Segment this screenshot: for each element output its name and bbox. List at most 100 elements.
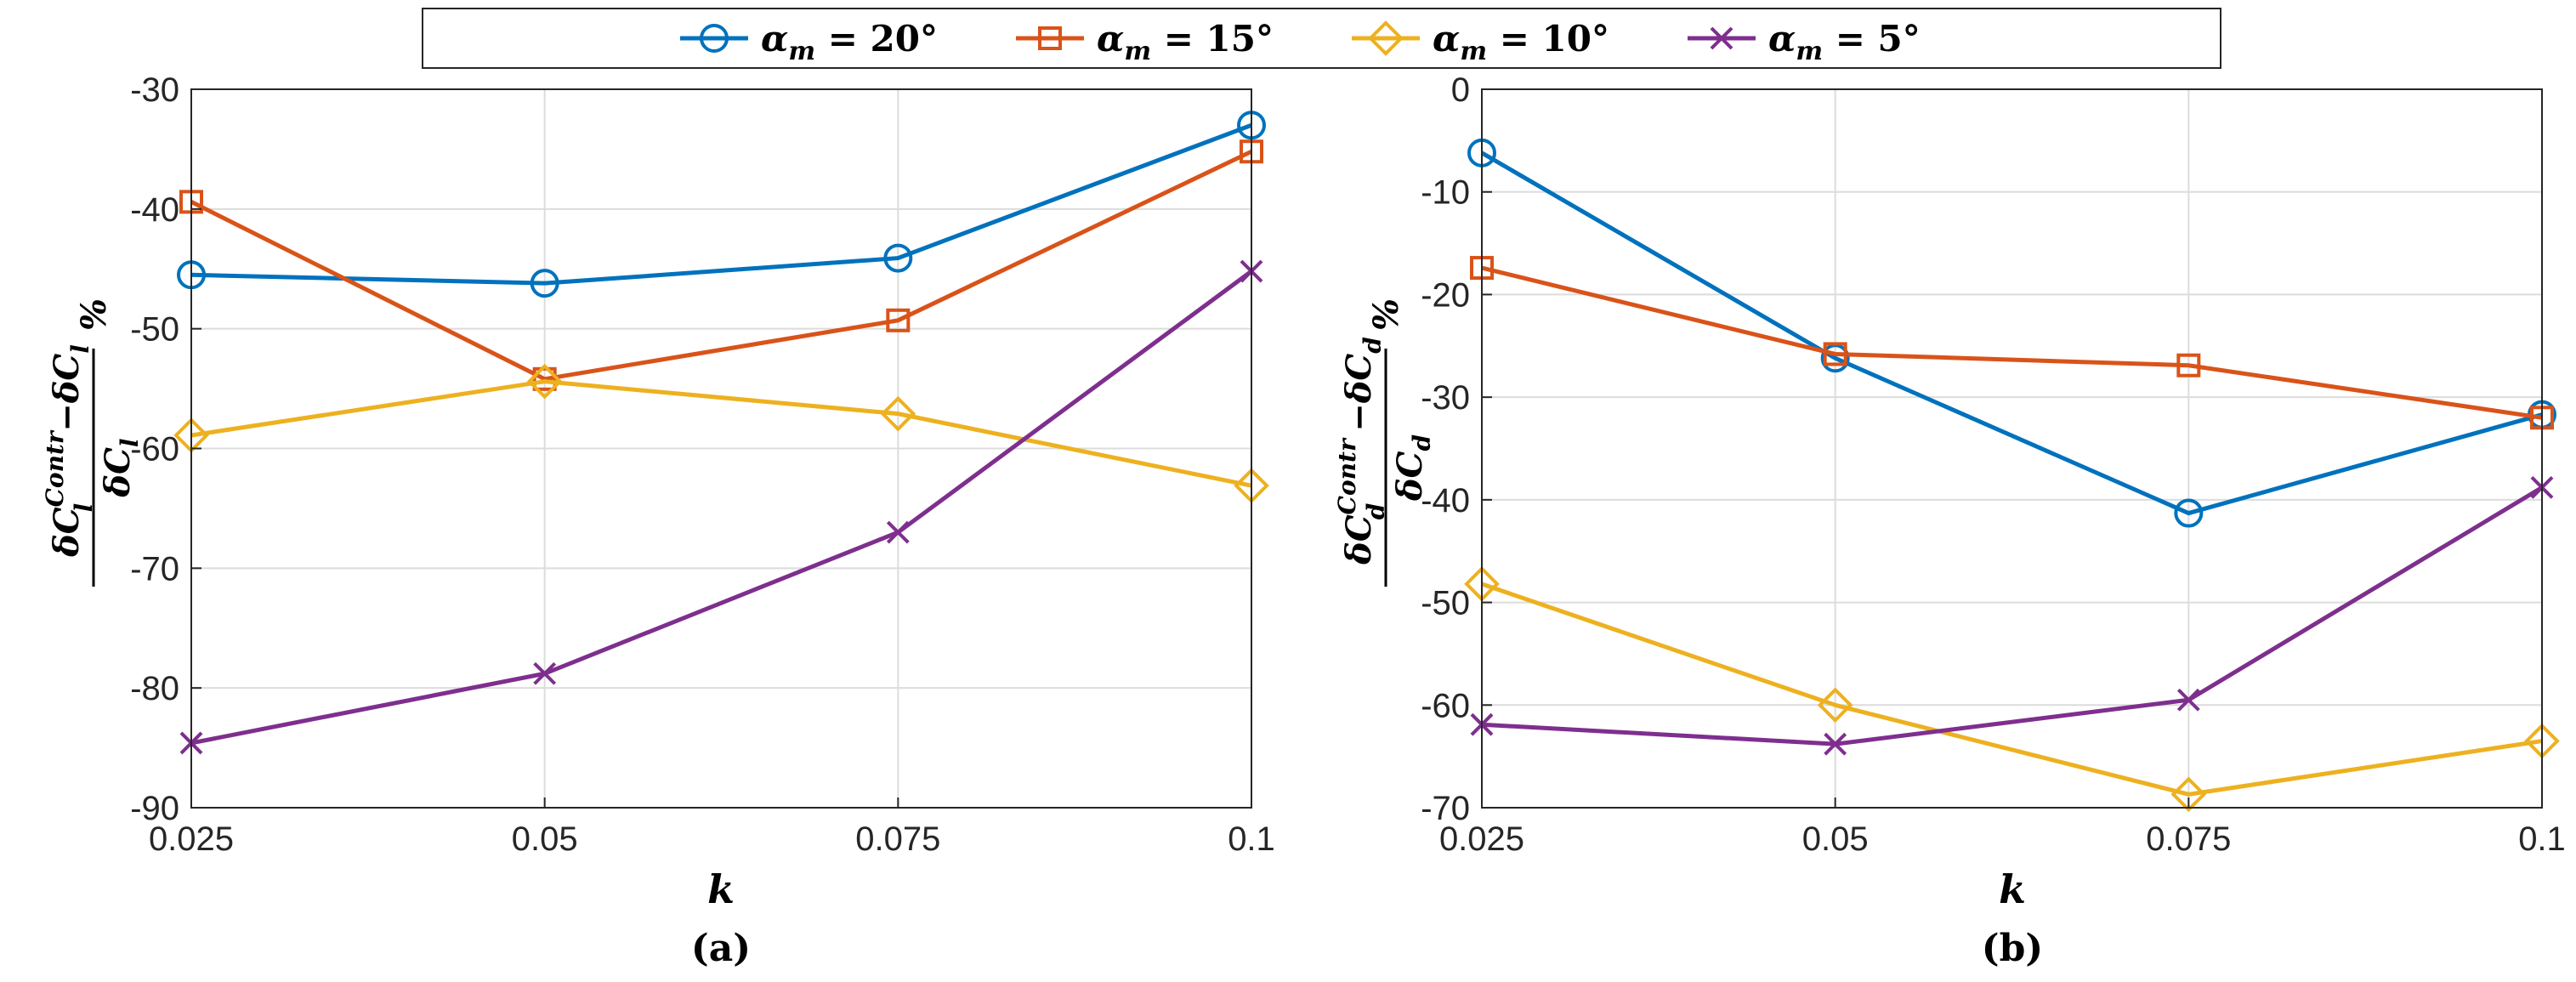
chart-a: -30-40-50-60-70-80-90 0.025 0.05 0.075 0.1 … bbox=[41, 71, 1275, 970]
chart-a-series-line bbox=[190, 270, 1253, 746]
chart-a-xtick-label: 0.075 bbox=[855, 820, 940, 858]
chart-a-ylabel-percent: % bbox=[74, 298, 114, 331]
chart-a-series-line bbox=[190, 149, 1253, 382]
chart-b-xtick-label: 0.1 bbox=[2518, 820, 2566, 858]
chart-b-ylabel-den: δC bbox=[1390, 451, 1430, 502]
legend-marker bbox=[1368, 20, 1404, 56]
chart-b-xtick-label: 0.025 bbox=[1439, 820, 1524, 858]
chart-a-ylabel-num-a-sup: Contr bbox=[41, 429, 69, 507]
chart-b-data-point bbox=[1823, 342, 1847, 366]
legend-label: αm = 20° bbox=[761, 18, 938, 66]
chart-a-xlabel: k bbox=[707, 866, 735, 912]
chart-b-ytick-label: -40 bbox=[1421, 482, 1470, 519]
chart-a-xtick-label: 0.025 bbox=[149, 820, 234, 858]
chart-a-data-point bbox=[886, 520, 910, 544]
chart-b-data-point bbox=[2174, 498, 2204, 528]
chart-b-xlabel: k bbox=[1999, 866, 2026, 912]
chart-b-ylabel-num-b-sub: d bbox=[1359, 337, 1387, 354]
chart-a-y-ticks: -30 -40 -50 -60 -70 -80 -90 bbox=[130, 71, 201, 827]
chart-a-ytick-label: -80 bbox=[130, 670, 179, 707]
chart-b-data-point bbox=[2176, 353, 2201, 377]
chart-b-series-line bbox=[1481, 265, 2543, 420]
chart-b-data-point bbox=[1824, 732, 1847, 756]
chart-b-ytick-label: -50 bbox=[1421, 585, 1470, 622]
legend-entry: αm = 15° bbox=[1016, 18, 1274, 66]
chart-a-data-point bbox=[526, 363, 563, 400]
legend-label-symbol: α bbox=[1433, 18, 1460, 60]
chart-b-data-point bbox=[1817, 687, 1853, 724]
chart-a-ytick-label: -30 bbox=[130, 71, 179, 109]
legend-label: αm = 10° bbox=[1433, 18, 1609, 66]
chart-a-xtick-label: 0.1 bbox=[1228, 820, 1275, 858]
legend-label-symbol: α bbox=[761, 18, 788, 60]
chart-a-xtick-label: 0.05 bbox=[512, 820, 578, 858]
chart-b-ytick-label: 0 bbox=[1451, 71, 1470, 109]
chart-b-ylabel-num-a: δC bbox=[1339, 514, 1379, 565]
chart-a-data-point bbox=[886, 308, 911, 332]
chart-a-series-line bbox=[190, 379, 1252, 488]
chart-a-ytick-label: -90 bbox=[130, 790, 179, 827]
chart-a-series bbox=[173, 111, 1269, 755]
chart-a-ytick-label: -40 bbox=[130, 191, 179, 229]
chart-a-ytick-label: -50 bbox=[130, 311, 179, 349]
chart-b-ylabel-numerator: δCContrd −δCd bbox=[1333, 337, 1390, 565]
chart-a-ylabel-numerator: δCContrl −δCl bbox=[41, 344, 98, 558]
legend-marker bbox=[1710, 26, 1733, 50]
chart-a-data-point bbox=[533, 661, 557, 685]
chart-b-ylabel: δCContrd −δCd δCd % bbox=[1333, 298, 1436, 587]
chart-a-data-point bbox=[883, 243, 913, 273]
legend: αm = 20° αm = 15° αm = 10° αm = 5° bbox=[422, 8, 2221, 69]
chart-b-ytick-label: -10 bbox=[1421, 174, 1470, 212]
chart-a-series-line bbox=[190, 122, 1252, 286]
legend-entry: αm = 5° bbox=[1688, 18, 1921, 66]
chart-a-ylabel-num-b-sub: l bbox=[66, 344, 94, 354]
chart-b-ylabel-percent: % bbox=[1366, 298, 1406, 331]
chart-b-series-line bbox=[1481, 582, 2543, 797]
chart-b-ylabel-denominator: δCd bbox=[1390, 434, 1436, 502]
chart-b-axes-box bbox=[1481, 88, 2543, 809]
legend-label: αm = 5° bbox=[1768, 18, 1921, 66]
legend-entry: αm = 20° bbox=[680, 18, 938, 66]
chart-b-panel-label: (b) bbox=[1982, 927, 2043, 970]
legend-label-sub: m bbox=[1460, 37, 1487, 66]
chart-a-x-ticks: 0.025 0.05 0.075 0.1 bbox=[149, 798, 1275, 858]
chart-b-series-line bbox=[1480, 150, 2543, 516]
chart-b-plot-area bbox=[1482, 89, 2542, 808]
chart-a-ytick-label: -60 bbox=[130, 431, 179, 468]
chart-b-series bbox=[1464, 138, 2560, 813]
chart-b-xtick-label: 0.05 bbox=[1802, 820, 1869, 858]
chart-b-ytick-label: -70 bbox=[1421, 790, 1470, 827]
legend-label-value: = 15° bbox=[1151, 18, 1274, 60]
legend-label-sub: m bbox=[788, 37, 815, 66]
chart-a-ylabel-num-b: −δC bbox=[47, 354, 87, 444]
chart-a-ylabel-num-a: δC bbox=[47, 507, 87, 558]
chart-b-x-ticks: 0.025 0.05 0.075 0.1 bbox=[1439, 798, 2566, 858]
chart-a-ylabel-num-a-sub: l bbox=[70, 503, 98, 513]
chart-b-ylabel-num-a-sup: Contr bbox=[1333, 437, 1361, 514]
legend-label-value: = 20° bbox=[815, 18, 938, 60]
chart-b: 0 -10 -20 -30 -40 -50 -60 -70 0.025 0.05 0.075 0.1… bbox=[1333, 71, 2566, 970]
legend-label-sub: m bbox=[1124, 37, 1151, 66]
legend-label: αm = 15° bbox=[1097, 18, 1274, 66]
legend-label-sub: m bbox=[1796, 37, 1823, 66]
chart-a-data-point bbox=[532, 366, 557, 391]
chart-a-ytick-label: -70 bbox=[130, 550, 179, 587]
chart-b-y-ticks: 0 -10 -20 -30 -40 -50 -60 -70 bbox=[1421, 71, 1492, 827]
chart-b-series-diamond bbox=[1464, 566, 2560, 813]
legend-label-value: = 10° bbox=[1487, 18, 1609, 60]
chart-a-ylabel: δCContrl −δCl δCl % bbox=[41, 298, 144, 587]
chart-b-ylabel-num-b: −δC bbox=[1339, 354, 1379, 444]
chart-a-data-point bbox=[530, 269, 559, 298]
legend-marker bbox=[700, 24, 729, 53]
chart-a-ylabel-denominator: δCl bbox=[98, 438, 144, 497]
chart-b-ylabel-den-sub: d bbox=[1408, 434, 1436, 451]
legend-entry: αm = 10° bbox=[1352, 18, 1609, 66]
legend-label-symbol: α bbox=[1768, 18, 1796, 60]
chart-a-panel-label: (a) bbox=[691, 927, 751, 970]
legend-label-symbol: α bbox=[1097, 18, 1124, 60]
chart-b-xtick-label: 0.075 bbox=[2146, 820, 2231, 858]
chart-b-data-point bbox=[2170, 776, 2207, 813]
chart-b-series-line bbox=[1481, 485, 2544, 746]
legend-label-value: = 5° bbox=[1823, 18, 1921, 60]
